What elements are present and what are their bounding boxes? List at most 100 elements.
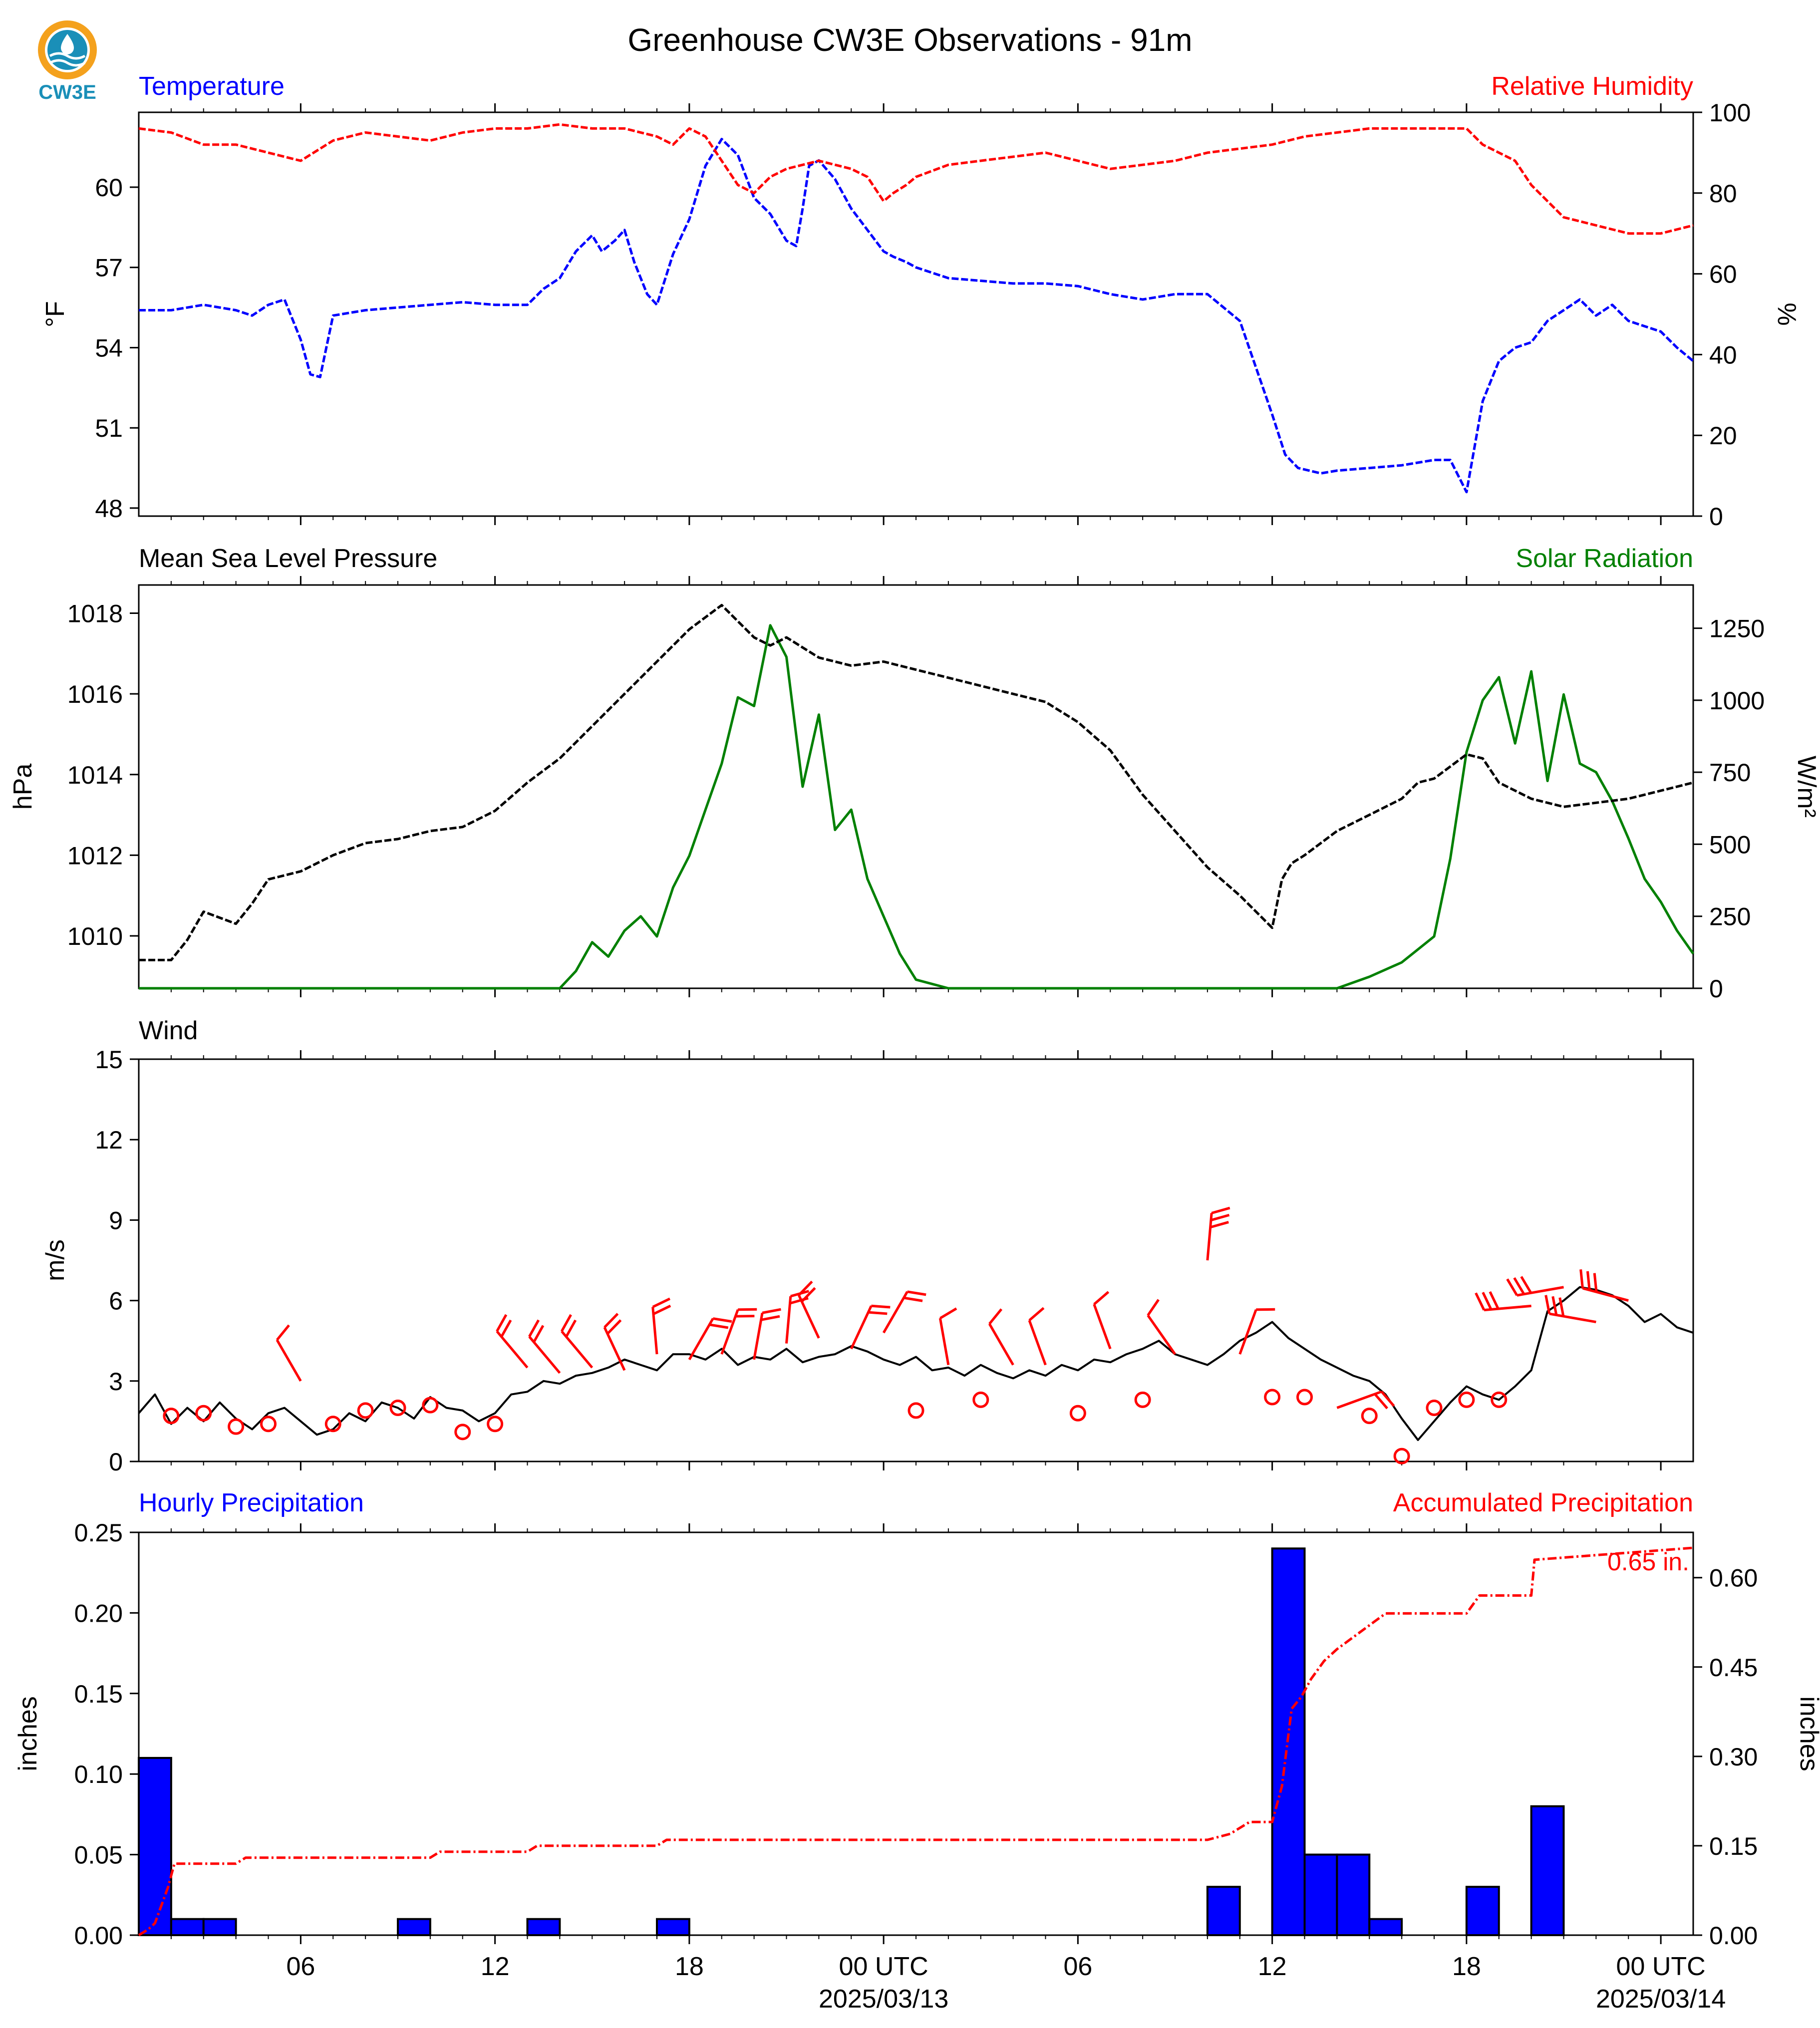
logo-sun-ring	[38, 20, 97, 79]
x-axis-labels: 06 12 18 00 UTC 2025/03/13 06 12 18 00 UTC 2025/0…	[286, 1952, 1726, 2014]
precip-bar	[1368, 1918, 1403, 1936]
wind-barb-calm	[1393, 1448, 1410, 1464]
wind-barb-feather	[1380, 1391, 1395, 1407]
y-right-tick-label: 0.45	[1709, 1654, 1758, 1682]
wind-barb-calm	[228, 1418, 245, 1435]
pressure-title: Mean Sea Level Pressure	[139, 544, 437, 573]
y-right-tick-label: 0.00	[1709, 1922, 1758, 1950]
temperature-title: Temperature	[139, 72, 285, 101]
wind-barb-feather	[1211, 1213, 1230, 1221]
wind-barb-feather	[1520, 1276, 1532, 1294]
wind-barb-feather	[1256, 1308, 1275, 1311]
wind-barb-staff	[528, 1336, 561, 1374]
wind-barb-feather	[533, 1325, 545, 1343]
wind-barb	[1147, 1299, 1177, 1355]
y-left-tick-label: 9	[109, 1206, 123, 1234]
wind-barb-feather	[1558, 1297, 1565, 1317]
wind-barb-calm	[487, 1416, 504, 1433]
logo-drop-icon	[61, 34, 74, 54]
wind-barb-staff	[1238, 1309, 1257, 1355]
wind-barb-feather	[652, 1304, 671, 1315]
cw3e-logo-icon: CW3E	[38, 20, 97, 103]
wind-barb-staff	[1028, 1320, 1047, 1366]
wind-barb-calm	[972, 1391, 989, 1408]
wind-barb-calm	[1491, 1391, 1508, 1408]
wind-barb-feather	[1513, 1277, 1525, 1295]
wind-barb-feather	[1593, 1273, 1598, 1292]
figure-title: Greenhouse CW3E Observations - 91m	[627, 22, 1192, 58]
wind-barb	[528, 1319, 561, 1374]
wind-barb	[797, 1280, 820, 1339]
wind-barb-staff	[1517, 1286, 1564, 1297]
solar-ylabel: W/m²	[1792, 756, 1820, 818]
y-right-tick-label: 0	[1709, 503, 1723, 531]
wind-barb-staff	[753, 1312, 764, 1360]
precip-bar	[1465, 1886, 1500, 1936]
wind-barb-staff	[785, 1296, 792, 1344]
wind-barb-feather	[607, 1319, 622, 1335]
wind-barb-feather	[988, 1308, 1003, 1325]
wind-barb-feather	[604, 1313, 619, 1328]
wind-barb-calm	[1361, 1408, 1378, 1425]
wind-barb-feather	[500, 1319, 512, 1338]
y-right-tick-label: 1250	[1709, 615, 1765, 643]
wind-barb-feather	[528, 1319, 540, 1338]
wind-barb-feather	[738, 1308, 757, 1311]
wind-barb	[850, 1304, 891, 1350]
wind-barb-feather	[762, 1308, 781, 1314]
wind-barb	[1093, 1291, 1112, 1350]
wind-barb-feather	[1093, 1291, 1110, 1305]
wind-barb-staff	[1336, 1390, 1382, 1409]
precip-bar	[397, 1918, 431, 1936]
wind-barb-feather	[939, 1307, 957, 1320]
humidity-ylabel: %	[1772, 302, 1801, 325]
wind-barb-staff	[797, 1294, 820, 1339]
y-left-tick-label: 3	[109, 1368, 123, 1396]
wind-barb-feather	[712, 1317, 732, 1323]
x-tick-label: 12	[481, 1952, 510, 1981]
wind-barb-calm	[324, 1416, 341, 1433]
y-left-tick-label: 1018	[67, 600, 123, 628]
wind-barb-staff	[496, 1330, 529, 1369]
wind-barb-calm	[1069, 1405, 1086, 1422]
wind-barb-staff	[1206, 1213, 1213, 1261]
y-left-tick-label: 0.25	[74, 1519, 123, 1547]
wind-barb-staff	[1484, 1304, 1531, 1312]
wind-barb-feather	[1475, 1292, 1486, 1311]
accum-precip-title: Accumulated Precipitation	[1393, 1488, 1693, 1517]
wind-barb	[651, 1297, 671, 1355]
y-right-tick-label: 750	[1709, 759, 1751, 787]
wind-barb-calm	[163, 1408, 180, 1425]
wind-barb-staff	[688, 1318, 714, 1361]
wind-barb-staff	[276, 1339, 302, 1382]
wind-barb-feather	[735, 1315, 755, 1318]
wind-barb-staff	[720, 1309, 739, 1355]
wind-barb	[1206, 1206, 1230, 1261]
panel-frame	[138, 111, 1694, 517]
precip-bar	[526, 1918, 561, 1936]
solar-radiation-line	[139, 624, 1695, 990]
pressure-line	[139, 603, 1694, 961]
x-tick-label: 06	[286, 1952, 315, 1981]
wind-barb	[561, 1314, 594, 1369]
y-left-tick-label: 12	[95, 1126, 123, 1154]
precip-bar	[1303, 1853, 1338, 1937]
wind-barb-calm	[1426, 1400, 1443, 1417]
x-date-label: 2025/03/13	[819, 1985, 948, 2014]
y-left-tick-label: 0.10	[74, 1760, 123, 1788]
wind-barb-feather	[565, 1319, 577, 1338]
y-left-tick-label: 0.15	[74, 1680, 123, 1708]
wind-barb-feather	[1210, 1221, 1229, 1229]
wind-barb-feather	[907, 1290, 926, 1296]
wind-barb-feather	[709, 1323, 729, 1329]
x-tick-label: 00 UTC	[1616, 1952, 1706, 1981]
panel-precipitation: Hourly Precipitation Accumulated Precipi…	[13, 1488, 1820, 1950]
x-tick-label: 06	[1063, 1952, 1092, 1981]
wind-barb-staff	[651, 1307, 658, 1355]
wind-barb-staff	[938, 1318, 950, 1365]
y-right-tick-label: 0	[1709, 975, 1723, 1003]
pressure-ylabel: hPa	[8, 764, 37, 810]
wind-barb-feather	[1579, 1269, 1584, 1289]
y-left-tick-label: 60	[95, 174, 123, 202]
y-right-tick-label: 80	[1709, 180, 1737, 208]
